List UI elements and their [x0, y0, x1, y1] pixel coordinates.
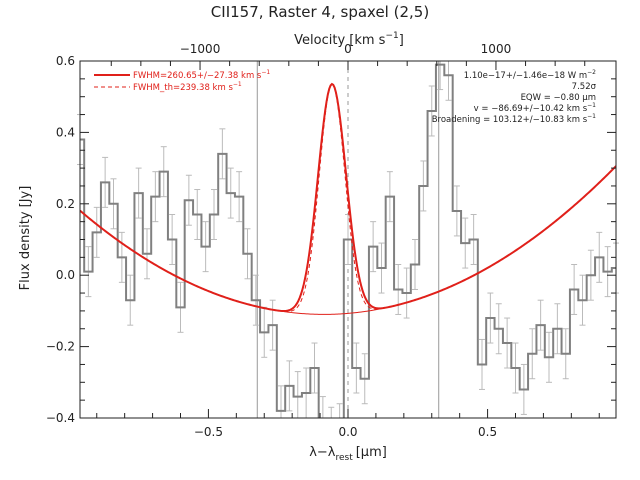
y-tick-label: 0.4 [56, 125, 75, 139]
x-axis-label: λ−λrest [μm] [309, 445, 387, 463]
x-tick-label: 0.5 [478, 425, 497, 439]
annotation-eqw: EQW = −0.80 μm [521, 93, 596, 103]
y-tick-label: 0.2 [56, 197, 75, 211]
top-tick-label: −1000 [180, 42, 221, 56]
x-tick-label: −0.5 [194, 425, 223, 439]
top-tick-label: 1000 [481, 42, 512, 56]
x-axis-label-sub: rest [335, 453, 353, 463]
y-tick-label: 0.0 [56, 268, 75, 282]
y-tick-label: −0.2 [46, 340, 75, 354]
top-tick-label: 0 [344, 42, 352, 56]
legend-label-fwhm: FWHM=260.65+/−27.38 km s−1 [133, 69, 270, 81]
y-tick-label: 0.6 [56, 54, 75, 68]
spectrum-line [80, 63, 616, 418]
x-axis-label-main: λ−λ [309, 445, 336, 460]
thermal-fit-curve [276, 83, 387, 313]
legend-label-fwhm-th: FWHM_th=239.38 km s−1 [133, 81, 242, 93]
top-axis-label: Velocity [km s−1] [294, 31, 404, 48]
annotation-flux: 1.10e−17+/−1.46e−18 W m−2 [464, 69, 596, 81]
legend: FWHM=260.65+/−27.38 km s−1 FWHM_th=239.3… [94, 69, 270, 93]
annotation-velocity: v = −86.69+/−10.42 km s−1 [474, 102, 597, 114]
fit-annotations: 1.10e−17+/−1.46e−18 W m−2 7.52σ EQW = −0… [432, 69, 597, 125]
top-axis-label-sup: −1 [385, 31, 398, 41]
chart-title: CII157, Raster 4, spaxel (2,5) [211, 3, 429, 21]
plot-area: −0.5 0.0 0.5 −0.4 −0.2 0.0 0.2 0.4 0.6 −1000 0 1000 [46, 42, 619, 439]
top-axis-label-end: ] [399, 33, 404, 48]
annotation-sigma: 7.52σ [572, 82, 597, 92]
x-tick-label: 0.0 [338, 425, 357, 439]
x-axis-label-unit: [μm] [356, 445, 387, 460]
total-fit-curve [80, 82, 616, 312]
top-axis-label-main: Velocity [km s [294, 33, 386, 48]
y-tick-label: −0.4 [46, 411, 75, 425]
annotation-broadening: Broadening = 103.12+/−10.83 km s−1 [432, 113, 596, 125]
y-axis-label: Flux density [Jy] [18, 186, 33, 291]
